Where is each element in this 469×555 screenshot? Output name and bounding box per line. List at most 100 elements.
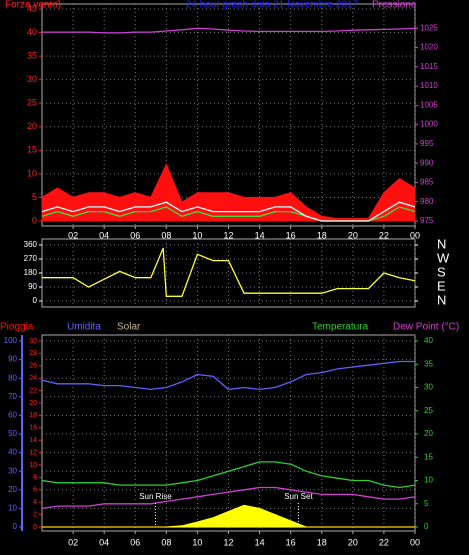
y-tick-label: 1025	[420, 23, 438, 32]
y-tick-label: 20	[27, 121, 37, 131]
y-tick-label: 270	[24, 254, 38, 263]
y-tick-label: 90	[28, 282, 37, 291]
y-tick-label: 995	[420, 139, 434, 148]
y-tick-label: 0	[33, 296, 38, 305]
y-tick-label: 0	[33, 524, 37, 531]
legend-label: Solar	[117, 322, 141, 333]
legend-label: Dew Point (°C)	[393, 322, 459, 333]
y-tick-label: 40	[8, 448, 17, 457]
y-tick-label: 50	[8, 429, 17, 438]
y-tick-label: 1005	[420, 100, 438, 109]
y-tick-label: 10	[8, 504, 17, 513]
x-tick-label: 16	[286, 537, 296, 547]
series-line	[41, 461, 416, 489]
y-tick-label: 10	[424, 476, 433, 485]
y-tick-label: 45	[27, 3, 37, 13]
y-tick-label: 990	[420, 158, 434, 167]
series-line	[42, 27, 416, 34]
legend-label: Umidita	[67, 322, 101, 333]
y-tick-label: 8	[33, 474, 37, 481]
y-tick-label: 6	[33, 487, 37, 494]
y-tick-label: 60	[8, 411, 17, 420]
y-tick-label: 5	[424, 499, 429, 508]
y-tick-label: 360	[24, 240, 38, 249]
series-line	[41, 486, 416, 510]
y-tick-label: 2	[33, 511, 37, 518]
y-tick-label: 1010	[420, 81, 438, 90]
x-tick-label: 18	[317, 537, 327, 547]
legend-label: Pioggia	[0, 322, 34, 333]
y-tick-label: 30	[424, 383, 433, 392]
x-tick-label: 10	[192, 230, 202, 240]
y-tick-label: 26	[29, 363, 37, 370]
x-tick-label: 02	[68, 537, 78, 547]
y-tick-label: 40	[27, 27, 37, 37]
x-tick-label: 08	[161, 537, 171, 547]
y-tick-label: 980	[420, 197, 434, 206]
x-tick-label: 00	[410, 537, 420, 547]
x-tick-label: 20	[348, 537, 358, 547]
y-tick-label: 10	[27, 168, 37, 178]
y-tick-label: 100	[4, 336, 18, 345]
y-tick-label: 25	[424, 406, 433, 415]
annotation: Sun Set	[284, 492, 313, 501]
y-tick-label: 15	[27, 145, 37, 155]
y-tick-label: 20	[8, 485, 17, 494]
y-tick-label: 0	[424, 522, 429, 531]
y-tick-label: 30	[27, 74, 37, 84]
y-tick-label: 0	[32, 215, 37, 225]
y-tick-label: 1020	[420, 43, 438, 52]
y-tick-label: 35	[27, 50, 37, 60]
y-tick-label: 20	[29, 400, 37, 407]
y-tick-label: 5	[32, 192, 37, 202]
y-tick-label: 80	[8, 373, 17, 382]
y-tick-label: 14	[29, 437, 37, 444]
x-tick-label: 18	[317, 230, 327, 240]
x-tick-label: 06	[130, 230, 140, 240]
y-axis-label: Forza vento)	[5, 0, 61, 11]
y-tick-label: 30	[8, 466, 17, 475]
series-line	[41, 360, 415, 391]
y-tick-label: 18	[29, 412, 37, 419]
x-tick-label: 08	[161, 230, 171, 240]
x-tick-label: 04	[99, 230, 109, 240]
x-tick-label: 12	[223, 230, 233, 240]
y-tick-label: 25	[27, 98, 37, 108]
y-tick-label: 12	[29, 449, 37, 456]
annotation: Sun Rise	[139, 492, 172, 501]
series-line	[41, 201, 416, 222]
y-tick-label: 30	[29, 338, 37, 345]
x-tick-label: 12	[223, 537, 233, 547]
y2-axis-label: Pressione	[372, 0, 417, 11]
series-line	[42, 247, 416, 297]
y-tick-label: E	[437, 278, 446, 293]
y-tick-label: 985	[420, 178, 434, 187]
x-tick-label: 14	[255, 230, 265, 240]
y-tick-label: 70	[8, 392, 17, 401]
x-tick-label: 16	[286, 230, 296, 240]
y-tick-label: 90	[8, 355, 17, 364]
y-tick-label: N	[437, 236, 446, 251]
y-tick-label: S	[437, 264, 446, 279]
y-tick-label: 0	[13, 522, 18, 531]
y-tick-label: W	[437, 250, 450, 265]
y-tick-label: 15	[424, 452, 433, 461]
x-tick-label: 20	[348, 230, 358, 240]
y-tick-label: 1000	[420, 120, 438, 129]
x-tick-label: 04	[99, 537, 109, 547]
y-tick-label: 35	[424, 359, 433, 368]
x-tick-label: 22	[379, 230, 389, 240]
y-tick-label: 975	[420, 216, 434, 225]
y-tick-label: 24	[29, 375, 37, 382]
legend-label: Temperatura	[312, 322, 369, 333]
x-tick-label: 02	[68, 230, 78, 240]
x-tick-label: 14	[255, 537, 265, 547]
x-tick-label: 06	[130, 537, 140, 547]
y-tick-label: 10	[29, 462, 37, 469]
y-tick-label: N	[437, 292, 446, 307]
x-tick-label: 00	[410, 230, 420, 240]
y-tick-label: 20	[424, 429, 433, 438]
